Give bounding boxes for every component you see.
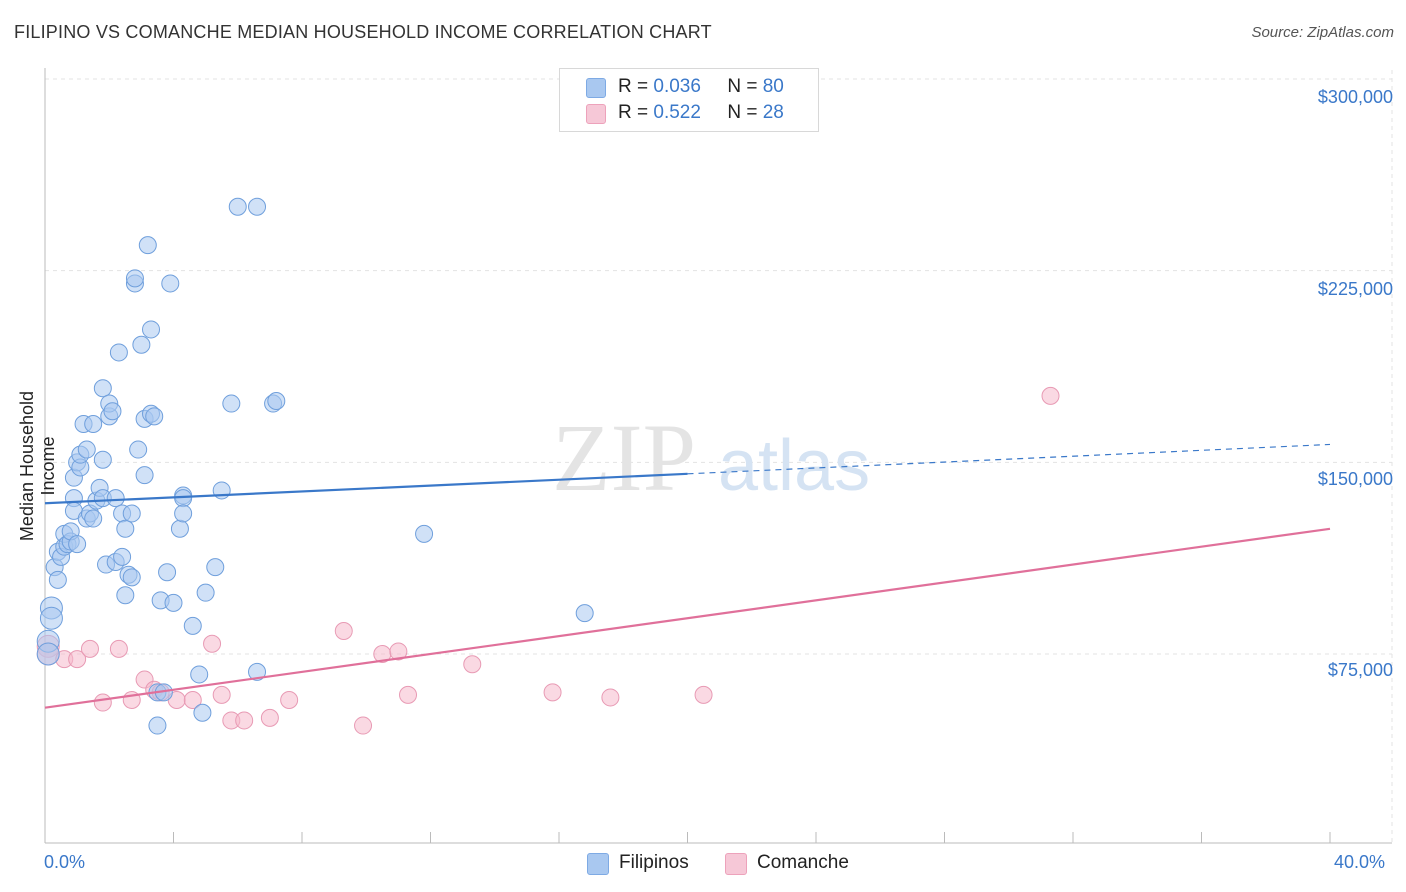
filipino-point-3 <box>39 606 63 630</box>
comanche-trend-line <box>44 527 1331 709</box>
filipino-point-25 <box>84 415 103 433</box>
filipino-point-70 <box>206 558 225 577</box>
comanche-point-14 <box>212 685 231 704</box>
filipino-point-44 <box>122 504 141 523</box>
filipino-point-77 <box>267 392 286 410</box>
filipino-point-43 <box>122 568 141 587</box>
comanche-point-27 <box>694 685 713 704</box>
filipino-point-37 <box>109 343 128 362</box>
legend-n-label: N = <box>727 76 758 97</box>
filipino-point-60 <box>161 274 180 293</box>
comanche-point-22 <box>389 642 408 661</box>
x-tick-label-min: 0.0% <box>44 852 86 872</box>
filipino-point-51 <box>138 236 157 255</box>
filipino-point-49 <box>135 466 154 485</box>
legend-swatch-comanche <box>586 104 606 124</box>
comanche-point-12 <box>183 691 202 709</box>
comanche-point-23 <box>399 685 418 704</box>
comanche-point-5 <box>93 693 112 712</box>
filipino-point-66 <box>183 616 202 635</box>
comanche-point-4 <box>80 639 99 658</box>
filipino-point-5 <box>48 570 67 589</box>
legend-r-value-filipinos: 0.036 <box>653 76 701 97</box>
comanche-point-3 <box>68 650 87 669</box>
y-axis-label: Median Household Income <box>17 390 58 542</box>
chart-title: FILIPINO VS COMANCHE MEDIAN HOUSEHOLD IN… <box>14 22 712 42</box>
y-tick-label-75000: $75,000 <box>1327 660 1393 680</box>
comanche-point-24 <box>463 655 482 674</box>
legend-r-label: R = <box>618 76 649 97</box>
legend-r-value-comanche: 0.522 <box>653 102 701 123</box>
filipino-point-46 <box>125 269 144 288</box>
comanche-point-18 <box>280 691 299 709</box>
y-tick-label-300000: $300,000 <box>1317 87 1393 107</box>
filipinos-trend-line-extension <box>687 443 1331 475</box>
filipino-point-1 <box>36 642 60 666</box>
filipino-point-17 <box>68 535 87 554</box>
filipino-point-75 <box>248 662 267 681</box>
filipino-points <box>36 197 594 735</box>
comanche-point-25 <box>543 683 562 702</box>
filipino-point-41 <box>116 519 135 538</box>
comanche-point-17 <box>260 708 279 727</box>
x-tick-label-max: 40.0% <box>1334 852 1386 872</box>
comanche-point-13 <box>203 634 222 653</box>
comanche-point-28 <box>1041 386 1060 405</box>
bottom-legend-swatch-filipinos <box>587 853 609 875</box>
bottom-legend-label-filipinos: Filipinos <box>619 852 689 873</box>
filipino-point-47 <box>129 440 148 459</box>
correlation-legend: R = 0.036 N = 80 R = 0.522 N = 28 <box>559 68 819 132</box>
legend-n-value-filipinos: 80 <box>762 76 784 97</box>
axes <box>44 68 1392 844</box>
filipino-point-79 <box>575 604 594 623</box>
filipinos-trend-line <box>44 472 688 505</box>
filipino-point-34 <box>103 402 122 421</box>
y-tick-label-150000: $150,000 <box>1317 469 1393 489</box>
grid-lines <box>45 70 1393 843</box>
filipino-point-65 <box>174 504 193 523</box>
filipino-point-69 <box>196 583 215 602</box>
bottom-legend-label-comanche: Comanche <box>757 852 849 873</box>
filipino-point-35 <box>106 489 125 508</box>
y-tick-label-225000: $225,000 <box>1317 279 1393 299</box>
filipino-point-54 <box>145 407 164 426</box>
filipino-point-40 <box>116 586 135 605</box>
watermark: ZIP atlas <box>552 404 870 511</box>
legend-r-label: R = <box>618 102 649 123</box>
legend-swatch-filipinos <box>586 78 606 98</box>
filipino-point-38 <box>113 547 132 566</box>
filipino-point-59 <box>158 563 177 582</box>
filipino-point-74 <box>248 197 267 216</box>
filipino-point-68 <box>193 703 212 722</box>
comanche-point-26 <box>601 688 620 707</box>
filipino-point-30 <box>93 450 112 469</box>
legend-n-value-comanche: 28 <box>762 102 784 123</box>
trend-lines <box>44 443 1331 709</box>
filipino-point-61 <box>164 593 183 612</box>
comanche-point-19 <box>334 622 353 640</box>
comanche-points <box>36 386 1060 735</box>
comanche-point-16 <box>235 711 254 730</box>
watermark-atlas: atlas <box>718 426 870 506</box>
comanche-point-6 <box>109 639 128 658</box>
legend-n-label: N = <box>727 102 758 123</box>
filipino-point-24 <box>84 509 103 528</box>
comanche-point-20 <box>354 716 373 735</box>
filipino-point-29 <box>93 379 112 398</box>
filipino-point-62 <box>170 519 189 538</box>
filipino-point-67 <box>190 665 209 684</box>
filipino-point-78 <box>415 524 434 543</box>
filipino-point-21 <box>77 440 96 459</box>
filipino-point-73 <box>228 197 247 216</box>
source-label: Source: ZipAtlas.com <box>1251 24 1394 41</box>
bottom-legend-swatch-comanche <box>725 853 747 875</box>
filipino-point-52 <box>142 320 161 339</box>
filipino-point-56 <box>148 716 167 735</box>
filipino-point-72 <box>222 394 241 413</box>
watermark-zip: ZIP <box>552 404 696 511</box>
filipino-point-48 <box>132 335 151 354</box>
